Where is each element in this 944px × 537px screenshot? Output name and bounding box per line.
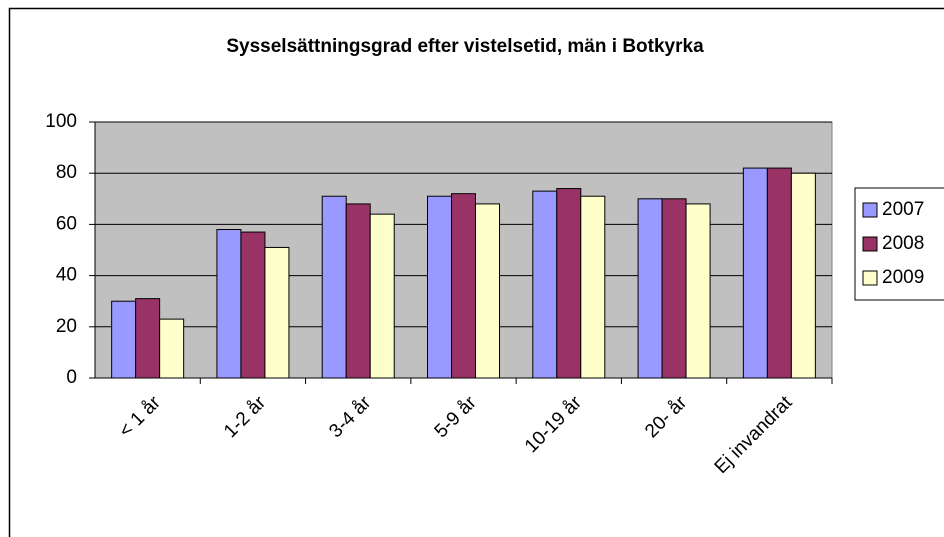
bar	[369, 213, 395, 379]
legend-swatch	[862, 202, 878, 218]
bar	[216, 229, 242, 379]
bar	[111, 300, 137, 379]
bar	[427, 195, 452, 379]
y-tick-label: 100	[45, 111, 77, 132]
legend-label: 2008	[882, 233, 924, 254]
legend-label: 2009	[882, 267, 924, 288]
legend-swatch	[862, 270, 878, 286]
bar	[264, 246, 290, 379]
bar	[685, 203, 711, 379]
bar	[345, 203, 371, 379]
chart-title: Sysselsättningsgrad efter vistelsetid, m…	[226, 36, 704, 57]
bar	[661, 198, 687, 379]
y-tick-label: 60	[56, 213, 77, 234]
bar	[135, 298, 161, 379]
legend-label: 2007	[882, 199, 924, 220]
bar	[556, 188, 582, 379]
bar	[766, 167, 792, 379]
bar	[321, 195, 347, 379]
bar	[475, 203, 500, 379]
bar	[580, 195, 606, 379]
legend-swatch	[862, 236, 878, 252]
bar	[532, 190, 558, 379]
bar	[790, 172, 816, 379]
y-tick-label: 80	[56, 162, 77, 183]
y-tick-label: 0	[66, 367, 77, 388]
bar	[240, 231, 266, 379]
bar	[637, 198, 663, 379]
bar	[742, 167, 768, 379]
bar	[159, 318, 185, 379]
y-tick-label: 20	[56, 316, 77, 337]
bar	[451, 193, 476, 379]
y-tick-label: 40	[56, 265, 77, 286]
